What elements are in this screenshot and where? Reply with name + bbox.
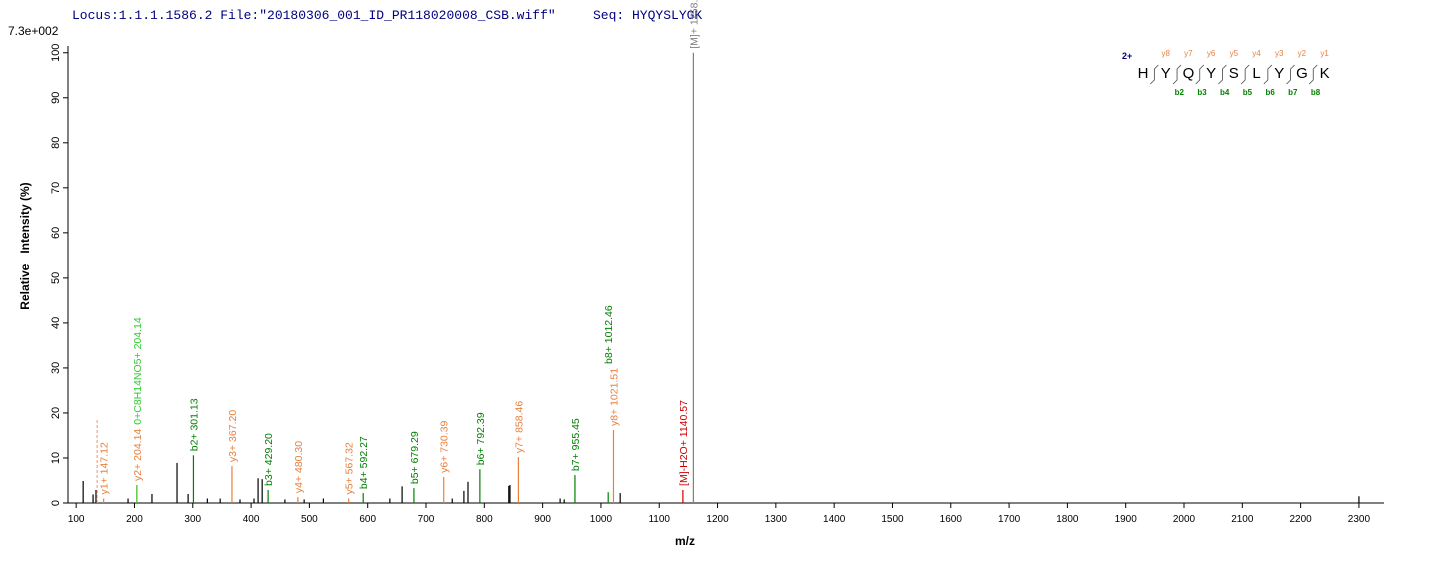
peak-label: y5+ 567.32 [344,442,356,494]
x-tick-label: 1900 [1115,514,1138,525]
residue: H [1138,65,1149,82]
b-ion-label: b6 [1265,88,1275,97]
y-tick-label: 50 [50,272,62,284]
x-tick-label: 1500 [881,514,904,525]
peak-label: b3+ 429.20 [263,433,275,486]
y-tick-label: 40 [50,317,62,329]
x-tick-label: 1400 [823,514,846,525]
y-ion-label: y7 [1184,49,1193,58]
x-tick-label: 1000 [590,514,613,525]
y-tick-label: 30 [50,362,62,374]
peak-label: b7+ 955.45 [570,418,582,471]
y-ion-label: y2 [1298,49,1307,58]
y-tick-label: 80 [50,137,62,149]
peak-label: y3+ 367.20 [227,410,239,462]
peak-label: [M]-H2O+ 1140.57 [678,400,690,486]
y-ion-label: y3 [1275,49,1284,58]
peak-label: y4+ 480.30 [293,441,305,493]
residue: Y [1161,65,1171,82]
peak-label: b5+ 679.29 [409,431,421,484]
residue: S [1229,65,1239,82]
y-ion-label: y1 [1320,49,1329,58]
b-ion-label: b4 [1220,88,1230,97]
x-tick-label: 1200 [706,514,729,525]
x-tick-label: 300 [184,514,201,525]
b-ion-label: b7 [1288,88,1298,97]
y-tick-label: 10 [50,452,62,464]
fragment-bracket [1218,64,1227,85]
x-tick-label: 1700 [998,514,1021,525]
x-tick-label: 600 [359,514,376,525]
y-tick-label: 60 [50,227,62,239]
x-tick-label: 1800 [1056,514,1079,525]
x-tick-label: 200 [126,514,143,525]
b-ion-label: b8 [1311,88,1321,97]
x-tick-label: 400 [243,514,260,525]
chart-subtitle: Seq: HYQYSLYGK [593,8,702,23]
y-ion-label: y4 [1252,49,1261,58]
x-tick-label: 100 [68,514,85,525]
x-tick-label: 800 [476,514,493,525]
x-tick-label: 900 [534,514,551,525]
fragment-bracket [1172,64,1182,85]
x-tick-label: 700 [418,514,435,525]
peak-label: b2+ 301.13 [188,398,200,451]
y-ion-label: y6 [1207,49,1216,58]
x-tick-label: 2200 [1289,514,1312,525]
y-tick-label: 0 [50,500,62,506]
y-axis-label: Relative Intensity (%) [18,182,32,309]
y-tick-label: 90 [50,92,62,104]
x-tick-label: 1300 [765,514,788,525]
x-axis-label: m/z [675,534,695,548]
fragment-bracket [1286,64,1295,85]
fragment-bracket [1195,64,1205,85]
residue: L [1252,65,1260,82]
b-ion-label: b3 [1197,88,1207,97]
peak-label: b8+ 1012.46 [603,305,615,364]
y-ion-label: y5 [1230,49,1239,58]
residue: Y [1274,65,1284,82]
charge-label: 2+ [1122,51,1132,61]
peak-label: y1+ 147.12 [99,442,111,494]
x-tick-label: 1100 [648,514,670,525]
x-tick-label: 2300 [1348,514,1371,525]
x-tick-label: 500 [301,514,318,525]
fragment-bracket [1240,64,1250,85]
fragment-bracket [1308,64,1318,85]
scale-label: 7.3e+002 [8,24,59,38]
peak-label: y6+ 730.39 [439,420,451,472]
peak-label: b6+ 792.39 [475,412,487,465]
x-tick-label: 1600 [940,514,963,525]
peak-label: b4+ 592.27 [358,436,370,489]
b-ion-label: b2 [1175,88,1185,97]
residue: Q [1183,65,1195,82]
peak-label: y8+ 1021.51 [608,368,620,426]
residue: K [1320,65,1330,82]
y-tick-label: 70 [50,182,62,194]
peak-label: y2+ 204.14 [132,429,144,481]
residue: G [1296,65,1308,82]
peak-label: 0+C8H14NO5+ 204.14 [132,317,144,425]
x-tick-label: 2000 [1173,514,1196,525]
y-tick-label: 100 [50,44,62,62]
y-ion-label: y8 [1161,49,1170,58]
peak-label: y7+ 858.46 [513,401,525,453]
peak-label: [M]+ 1158.58 [688,0,700,49]
residue: Y [1206,65,1216,82]
fragment-bracket [1263,64,1273,85]
y-tick-label: 20 [50,407,62,419]
chart-title: Locus:1.1.1.1586.2 File:"20180306_001_ID… [72,8,556,23]
b-ion-label: b5 [1243,88,1253,97]
fragment-bracket [1150,64,1159,85]
x-tick-label: 2100 [1231,514,1254,525]
